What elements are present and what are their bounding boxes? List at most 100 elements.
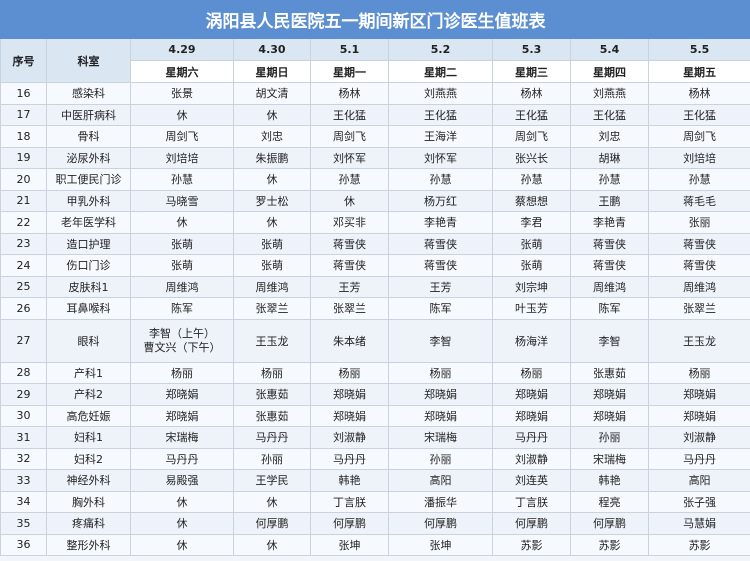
duty-cell: 王鹏 bbox=[570, 189, 649, 212]
duty-cell: 孙慧 bbox=[130, 168, 234, 191]
duty-cell: 刘连英 bbox=[492, 469, 571, 492]
department: 妇科1 bbox=[46, 426, 131, 449]
duty-cell: 王学民 bbox=[233, 469, 311, 492]
duty-cell: 马丹丹 bbox=[233, 426, 311, 449]
duty-cell: 郑晓娟 bbox=[130, 404, 234, 427]
duty-cell: 休 bbox=[233, 103, 311, 126]
department: 整形外科 bbox=[46, 533, 131, 556]
row-number: 34 bbox=[0, 490, 47, 513]
duty-cell: 杨万红 bbox=[388, 189, 493, 212]
duty-cell: 陈军 bbox=[570, 297, 649, 320]
schedule-row: 27 眼科 李智（上午） 曹文兴（下午） 王玉龙 朱本绪 李智 杨海洋 李智 王玉龙 bbox=[0, 318, 750, 363]
duty-cell: 朱振鹏 bbox=[233, 146, 311, 169]
duty-cell: 郑晓娟 bbox=[492, 404, 571, 427]
schedule-row: 30 高危妊娠 郑晓娟 张惠茹 郑晓娟 郑晓娟 郑晓娟 郑晓娟 郑晓娟 bbox=[0, 404, 750, 427]
duty-cell: 孙丽 bbox=[233, 447, 311, 470]
department: 妇科2 bbox=[46, 447, 131, 470]
duty-cell: 蒋雪侠 bbox=[647, 254, 750, 277]
duty-cell: 郑晓娟 bbox=[647, 383, 750, 406]
row-number: 16 bbox=[0, 82, 47, 105]
duty-line: 曹文兴（下午） bbox=[143, 340, 221, 354]
duty-cell: 张翠兰 bbox=[233, 297, 311, 320]
duty-cell: 胡文清 bbox=[233, 82, 311, 105]
duty-cell: 王化猛 bbox=[492, 103, 571, 126]
duty-cell: 王玉龙 bbox=[233, 318, 311, 363]
duty-cell: 陈军 bbox=[130, 297, 234, 320]
duty-cell: 宋瑞梅 bbox=[570, 447, 649, 470]
department: 泌尿外科 bbox=[46, 146, 131, 169]
duty-cell: 蒋雪侠 bbox=[388, 254, 493, 277]
schedule-row: 29 产科2 郑晓娟 张惠茹 郑晓娟 郑晓娟 郑晓娟 郑晓娟 郑晓娟 bbox=[0, 383, 750, 406]
duty-cell: 郑晓娟 bbox=[570, 404, 649, 427]
duty-cell: 罗士松 bbox=[233, 189, 311, 212]
duty-cell: 韩艳 bbox=[310, 469, 389, 492]
duty-cell: 刘淑静 bbox=[310, 426, 389, 449]
duty-cell: 马丹丹 bbox=[310, 447, 389, 470]
duty-cell: 休 bbox=[233, 211, 311, 234]
department: 高危妊娠 bbox=[46, 404, 131, 427]
duty-cell: 王化猛 bbox=[310, 103, 389, 126]
row-number: 24 bbox=[0, 254, 47, 277]
duty-cell: 丁言朕 bbox=[310, 490, 389, 513]
weekday-header: 星期一 bbox=[310, 60, 389, 83]
schedule-row: 31 妇科1 宋瑞梅 马丹丹 刘淑静 宋瑞梅 马丹丹 孙丽 刘淑静 bbox=[0, 426, 750, 449]
department: 耳鼻喉科 bbox=[46, 297, 131, 320]
duty-cell: 郑晓娟 bbox=[130, 383, 234, 406]
duty-cell: 叶玉芳 bbox=[492, 297, 571, 320]
duty-cell: 王玉龙 bbox=[647, 318, 750, 363]
duty-cell: 休 bbox=[233, 168, 311, 191]
duty-cell: 郑晓娟 bbox=[570, 383, 649, 406]
duty-cell: 孙慧 bbox=[310, 168, 389, 191]
duty-cell: 王芳 bbox=[388, 275, 493, 298]
duty-cell: 苏影 bbox=[492, 533, 571, 556]
schedule-row: 22 老年医学科休休邓买非 李艳青 李君 李艳青 张丽 bbox=[0, 211, 750, 234]
column-header: 序号 bbox=[0, 38, 47, 83]
duty-cell: 张惠茹 bbox=[570, 361, 649, 384]
row-number: 29 bbox=[0, 383, 47, 406]
duty-cell: 刘忠 bbox=[233, 125, 311, 148]
duty-cell: 周维鸿 bbox=[647, 275, 750, 298]
row-number: 21 bbox=[0, 189, 47, 212]
duty-cell: 蒋毛毛 bbox=[647, 189, 750, 212]
duty-cell: 杨丽 bbox=[130, 361, 234, 384]
duty-cell: 休 bbox=[310, 189, 389, 212]
duty-cell: 蔡想想 bbox=[492, 189, 571, 212]
date-header: 5.5 bbox=[647, 38, 750, 61]
schedule-row: 33 神经外科 易殿强 王学民 韩艳 高阳 刘连英 韩艳 高阳 bbox=[0, 469, 750, 492]
duty-cell: 李君 bbox=[492, 211, 571, 234]
department: 伤口门诊 bbox=[46, 254, 131, 277]
duty-cell: 易殿强 bbox=[130, 469, 234, 492]
duty-cell: 何厚鹏 bbox=[310, 512, 389, 535]
row-number: 27 bbox=[0, 318, 47, 363]
row-number: 17 bbox=[0, 103, 47, 126]
duty-cell: 休 bbox=[130, 512, 234, 535]
duty-cell: 休 bbox=[130, 490, 234, 513]
duty-cell: 何厚鹏 bbox=[233, 512, 311, 535]
duty-cell: 杨林 bbox=[310, 82, 389, 105]
duty-cell: 张惠茹 bbox=[233, 383, 311, 406]
duty-cell: 郑晓娟 bbox=[388, 404, 493, 427]
duty-cell: 孙慧 bbox=[492, 168, 571, 191]
duty-cell: 王化猛 bbox=[570, 103, 649, 126]
date-header: 4.29 bbox=[130, 38, 234, 61]
duty-cell: 张景 bbox=[130, 82, 234, 105]
duty-cell: 刘忠 bbox=[570, 125, 649, 148]
duty-cell: 韩艳 bbox=[570, 469, 649, 492]
department: 职工便民门诊 bbox=[46, 168, 131, 191]
duty-cell: 刘宗坤 bbox=[492, 275, 571, 298]
department: 骨科 bbox=[46, 125, 131, 148]
duty-cell: 周剑飞 bbox=[647, 125, 750, 148]
duty-cell: 陈军 bbox=[388, 297, 493, 320]
row-number: 32 bbox=[0, 447, 47, 470]
duty-cell: 苏影 bbox=[647, 533, 750, 556]
duty-cell: 何厚鹏 bbox=[492, 512, 571, 535]
duty-cell: 周剑飞 bbox=[492, 125, 571, 148]
duty-cell: 张萌 bbox=[492, 232, 571, 255]
duty-cell: 张坤 bbox=[310, 533, 389, 556]
duty-cell: 宋瑞梅 bbox=[388, 426, 493, 449]
duty-cell: 张坤 bbox=[388, 533, 493, 556]
department: 眼科 bbox=[46, 318, 131, 363]
duty-cell: 郑晓娟 bbox=[310, 383, 389, 406]
duty-cell: 蒋雪侠 bbox=[570, 232, 649, 255]
duty-cell: 蒋雪侠 bbox=[388, 232, 493, 255]
